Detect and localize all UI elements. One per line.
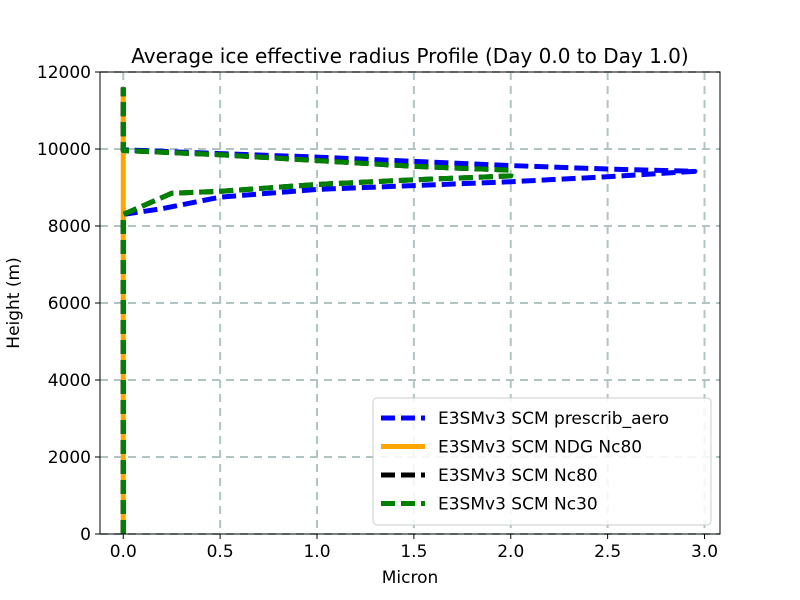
x-tick-label: 1.0 [303, 542, 330, 562]
series-layer [120, 87, 698, 534]
x-tick-label: 3.0 [691, 542, 718, 562]
y-tick-label: 2000 [48, 448, 91, 468]
x-tick-label: 0.0 [110, 542, 137, 562]
y-tick-label: 8000 [48, 217, 91, 237]
series-line-4 [120, 87, 514, 534]
y-tick-label: 4000 [48, 371, 91, 391]
legend-label: E3SMv3 SCM Nc80 [438, 466, 598, 486]
x-axis: 0.0 0.5 1.0 1.5 2.0 2.5 3.0 [110, 534, 718, 562]
y-tick-label: 0 [80, 525, 91, 545]
y-axis: 0 2000 4000 6000 8000 10000 12000 [37, 63, 100, 545]
legend-label: E3SMv3 SCM prescrib_aero [438, 409, 669, 429]
y-tick-label: 12000 [37, 63, 91, 83]
x-tick-label: 2.5 [594, 542, 621, 562]
x-axis-label: Micron [382, 568, 439, 588]
chart-title: Average ice effective radius Profile (Da… [131, 44, 688, 68]
legend-label: E3SMv3 SCM NDG Nc80 [438, 438, 642, 458]
x-tick-label: 0.5 [207, 542, 234, 562]
y-axis-label: Height (m) [4, 257, 24, 348]
x-tick-label: 1.5 [400, 542, 427, 562]
y-tick-label: 6000 [48, 294, 91, 314]
legend-box [372, 397, 712, 526]
y-tick-label: 10000 [37, 140, 91, 160]
legend-label: E3SMv3 SCM Nc30 [438, 495, 598, 515]
legend: E3SMv3 SCM prescrib_aero E3SMv3 SCM NDG N… [372, 397, 712, 526]
series-line-1 [120, 87, 698, 534]
x-tick-label: 2.0 [497, 542, 524, 562]
